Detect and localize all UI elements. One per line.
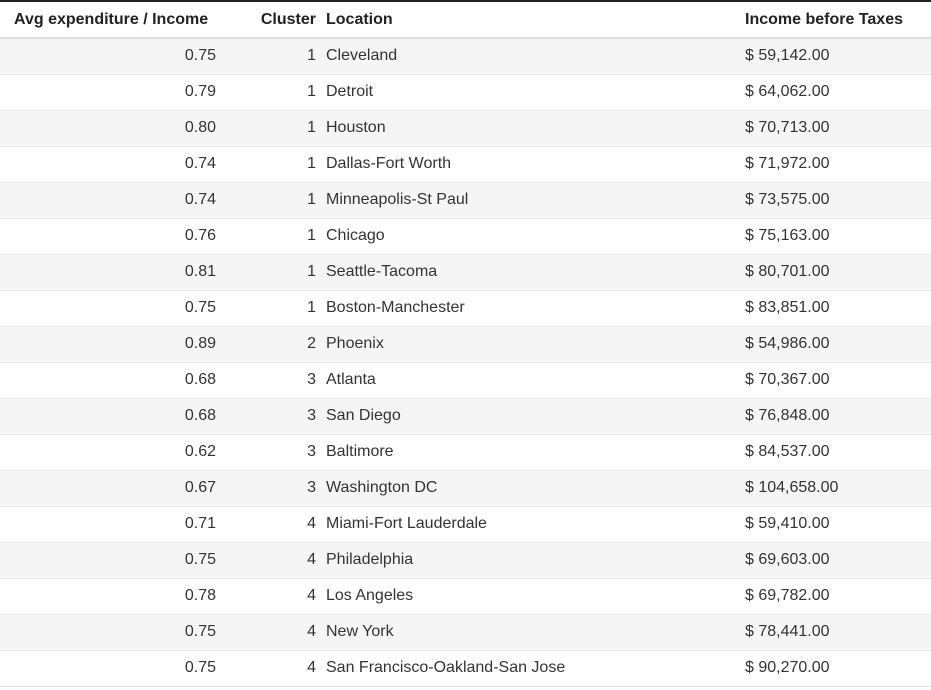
table-row[interactable]: 0.76 1 Chicago $ 75,163.00 <box>0 218 931 255</box>
cell-ratio: 0.68 <box>0 362 226 399</box>
cell-cluster: 1 <box>226 182 326 219</box>
cell-income: $ 76,848.00 <box>736 398 931 435</box>
cell-location: Cleveland <box>326 38 736 75</box>
cell-income: $ 78,441.00 <box>736 614 931 651</box>
table-row[interactable]: 0.75 1 Cleveland $ 59,142.00 <box>0 38 931 75</box>
cell-location: San Diego <box>326 398 736 435</box>
cell-ratio: 0.78 <box>0 578 226 615</box>
cell-location: Washington DC <box>326 470 736 507</box>
cell-cluster: 3 <box>226 434 326 471</box>
cell-cluster: 3 <box>226 362 326 399</box>
table-row[interactable]: 0.62 3 Baltimore $ 84,537.00 <box>0 434 931 471</box>
cell-location: Baltimore <box>326 434 736 471</box>
cell-ratio: 0.62 <box>0 434 226 471</box>
cell-location: San Francisco-Oakland-San Jose <box>326 650 736 687</box>
cell-ratio: 0.75 <box>0 38 226 75</box>
cell-cluster: 2 <box>226 326 326 363</box>
table-row[interactable]: 0.79 1 Detroit $ 64,062.00 <box>0 74 931 111</box>
table-row[interactable]: 0.75 4 Philadelphia $ 69,603.00 <box>0 542 931 579</box>
cell-cluster: 3 <box>226 470 326 507</box>
cell-income: $ 69,782.00 <box>736 578 931 615</box>
cell-ratio: 0.75 <box>0 542 226 579</box>
cell-location: Chicago <box>326 218 736 255</box>
table-row[interactable]: 0.74 1 Minneapolis-St Paul $ 73,575.00 <box>0 182 931 219</box>
cell-ratio: 0.89 <box>0 326 226 363</box>
table-row[interactable]: 0.78 4 Los Angeles $ 69,782.00 <box>0 578 931 615</box>
header-row: Avg expenditure / Income Cluster Locatio… <box>0 2 931 39</box>
table-row[interactable]: 0.75 4 San Francisco-Oakland-San Jose $ 90,… <box>0 650 931 687</box>
cell-location: Phoenix <box>326 326 736 363</box>
cell-ratio: 0.76 <box>0 218 226 255</box>
cell-income: $ 71,972.00 <box>736 146 931 183</box>
cell-cluster: 4 <box>226 614 326 651</box>
cell-location: Seattle-Tacoma <box>326 254 736 291</box>
table-row[interactable]: 0.67 3 Washington DC $ 104,658.00 <box>0 470 931 507</box>
cell-income: $ 64,062.00 <box>736 74 931 111</box>
cell-cluster: 1 <box>226 146 326 183</box>
cell-income: $ 69,603.00 <box>736 542 931 579</box>
cell-location: Dallas-Fort Worth <box>326 146 736 183</box>
cell-cluster: 1 <box>226 74 326 111</box>
table-row[interactable]: 0.80 1 Houston $ 70,713.00 <box>0 110 931 147</box>
cell-income: $ 90,270.00 <box>736 650 931 687</box>
cell-cluster: 1 <box>226 290 326 327</box>
cell-location: Philadelphia <box>326 542 736 579</box>
table-row[interactable]: 0.68 3 Atlanta $ 70,367.00 <box>0 362 931 399</box>
cell-location: Minneapolis-St Paul <box>326 182 736 219</box>
cell-cluster: 1 <box>226 38 326 75</box>
table-row[interactable]: 0.71 4 Miami-Fort Lauderdale $ 59,410.00 <box>0 506 931 543</box>
table-row[interactable]: 0.68 3 San Diego $ 76,848.00 <box>0 398 931 435</box>
table-body: 0.75 1 Cleveland $ 59,142.00 0.79 1 Detroit $ 6… <box>0 38 931 687</box>
cell-cluster: 1 <box>226 110 326 147</box>
cell-income: $ 84,537.00 <box>736 434 931 471</box>
cell-income: $ 83,851.00 <box>736 290 931 327</box>
cell-income: $ 70,367.00 <box>736 362 931 399</box>
cell-cluster: 4 <box>226 506 326 543</box>
cell-cluster: 3 <box>226 398 326 435</box>
table-row[interactable]: 0.75 1 Boston-Manchester $ 83,851.00 <box>0 290 931 327</box>
cell-cluster: 1 <box>226 218 326 255</box>
table-row[interactable]: 0.81 1 Seattle-Tacoma $ 80,701.00 <box>0 254 931 291</box>
cell-income: $ 80,701.00 <box>736 254 931 291</box>
cell-ratio: 0.75 <box>0 290 226 327</box>
cell-location: Miami-Fort Lauderdale <box>326 506 736 543</box>
column-header-cluster[interactable]: Cluster <box>226 2 326 39</box>
cell-income: $ 104,658.00 <box>736 470 931 507</box>
cell-location: Los Angeles <box>326 578 736 615</box>
table-header: Avg expenditure / Income Cluster Locatio… <box>0 2 931 39</box>
cell-ratio: 0.75 <box>0 650 226 687</box>
cell-location: Atlanta <box>326 362 736 399</box>
cell-income: $ 59,142.00 <box>736 38 931 75</box>
cell-ratio: 0.67 <box>0 470 226 507</box>
cell-cluster: 1 <box>226 254 326 291</box>
cell-ratio: 0.80 <box>0 110 226 147</box>
cell-ratio: 0.75 <box>0 614 226 651</box>
cell-location: Detroit <box>326 74 736 111</box>
cell-location: New York <box>326 614 736 651</box>
table-row[interactable]: 0.89 2 Phoenix $ 54,986.00 <box>0 326 931 363</box>
cell-ratio: 0.81 <box>0 254 226 291</box>
cell-location: Houston <box>326 110 736 147</box>
cell-income: $ 70,713.00 <box>736 110 931 147</box>
cell-ratio: 0.79 <box>0 74 226 111</box>
cell-ratio: 0.71 <box>0 506 226 543</box>
cell-income: $ 59,410.00 <box>736 506 931 543</box>
cell-cluster: 4 <box>226 650 326 687</box>
cell-cluster: 4 <box>226 578 326 615</box>
cell-ratio: 0.74 <box>0 182 226 219</box>
cell-ratio: 0.68 <box>0 398 226 435</box>
cell-income: $ 54,986.00 <box>736 326 931 363</box>
column-header-ratio[interactable]: Avg expenditure / Income <box>0 2 226 39</box>
cell-income: $ 75,163.00 <box>736 218 931 255</box>
cell-location: Boston-Manchester <box>326 290 736 327</box>
cell-ratio: 0.74 <box>0 146 226 183</box>
cell-cluster: 4 <box>226 542 326 579</box>
table-row[interactable]: 0.75 4 New York $ 78,441.00 <box>0 614 931 651</box>
column-header-location[interactable]: Location <box>326 2 736 39</box>
table-row[interactable]: 0.74 1 Dallas-Fort Worth $ 71,972.00 <box>0 146 931 183</box>
cell-income: $ 73,575.00 <box>736 182 931 219</box>
column-header-income[interactable]: Income before Taxes <box>736 2 931 39</box>
